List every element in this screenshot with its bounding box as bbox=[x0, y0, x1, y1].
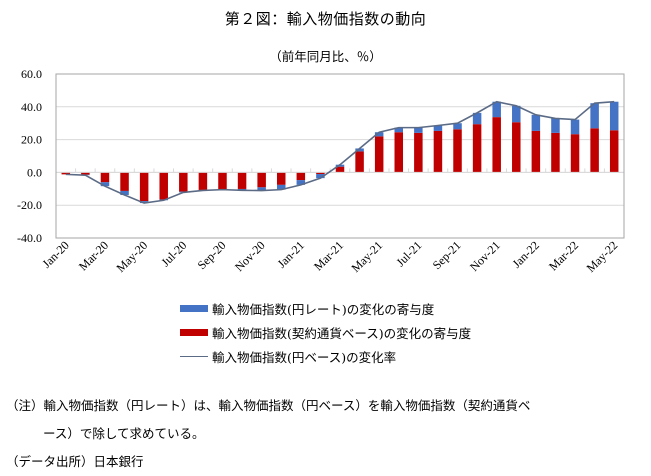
bar-contract-currency bbox=[473, 124, 482, 172]
legend-item-contract-currency: 輸入物価指数(契約通貨ベース)の変化の寄与度 bbox=[180, 320, 471, 344]
bar-contract-currency bbox=[238, 172, 247, 189]
legend-swatch-blue bbox=[180, 305, 208, 312]
y-tick-label: 40.0 bbox=[21, 100, 42, 114]
data-source: （データ出所）日本銀行 bbox=[6, 448, 530, 476]
bar-contract-currency bbox=[375, 136, 384, 172]
bar-contract-currency bbox=[140, 172, 149, 201]
bar-contract-currency bbox=[218, 172, 227, 189]
legend-item-yen-base-rate: 輸入物価指数(円ベース)の変化率 bbox=[180, 344, 471, 368]
bar-contract-currency bbox=[277, 172, 286, 184]
bar-yen-rate bbox=[571, 120, 580, 135]
x-tick-label: Sep-21 bbox=[430, 238, 464, 272]
bar-contract-currency bbox=[120, 172, 129, 191]
x-tick-label: Jul-20 bbox=[158, 238, 189, 269]
bar-yen-rate bbox=[532, 115, 541, 131]
x-tick-label: Jan-21 bbox=[274, 238, 307, 271]
x-tick-label: May-22 bbox=[584, 238, 621, 275]
bar-contract-currency bbox=[453, 129, 462, 172]
bar-contract-currency bbox=[395, 132, 404, 172]
bar-contract-currency bbox=[414, 133, 423, 173]
bar-contract-currency bbox=[101, 172, 110, 182]
x-tick-label: May-20 bbox=[113, 238, 150, 275]
legend-label: 輸入物価指数(契約通貨ベース)の変化の寄与度 bbox=[212, 323, 471, 342]
y-tick-label: -40.0 bbox=[17, 231, 42, 245]
bar-yen-rate bbox=[590, 103, 599, 128]
legend-label: 輸入物価指数(円ベース)の変化率 bbox=[212, 347, 396, 366]
bars bbox=[62, 102, 619, 203]
bar-contract-currency bbox=[571, 134, 580, 172]
legend: 輸入物価指数(円レート)の変化の寄与度 輸入物価指数(契約通貨ベース)の変化の寄… bbox=[180, 296, 471, 368]
bar-contract-currency bbox=[159, 172, 168, 199]
x-tick-label: Sep-20 bbox=[195, 238, 229, 272]
bar-yen-rate bbox=[610, 102, 619, 131]
notes: （注）輸入物価指数（円レート）は、輸入物価指数（円ベース）を輸入物価指数（契約通… bbox=[6, 392, 530, 476]
legend-swatch-line bbox=[180, 356, 208, 357]
bar-contract-currency bbox=[434, 131, 443, 172]
legend-label: 輸入物価指数(円レート)の変化の寄与度 bbox=[212, 299, 434, 318]
x-tick-label: Jan-22 bbox=[509, 238, 542, 271]
y-tick-label: -20.0 bbox=[17, 198, 42, 212]
y-tick-label: 0.0 bbox=[27, 165, 42, 179]
x-tick-label: Mar-21 bbox=[311, 238, 346, 273]
x-tick-label: Nov-20 bbox=[232, 238, 268, 274]
legend-swatch-red bbox=[180, 329, 208, 336]
legend-item-yen-rate: 輸入物価指数(円レート)の変化の寄与度 bbox=[180, 296, 471, 320]
x-tick-label: Jul-21 bbox=[393, 238, 424, 269]
y-tick-label: 20.0 bbox=[21, 133, 42, 147]
note-text: （注）輸入物価指数（円レート）は、輸入物価指数（円ベース）を輸入物価指数（契約通… bbox=[6, 392, 530, 420]
x-tick-label: Jan-20 bbox=[39, 238, 72, 271]
bar-contract-currency bbox=[492, 117, 501, 172]
bar-yen-rate bbox=[512, 106, 521, 122]
x-tick-label: Mar-22 bbox=[546, 238, 581, 273]
bar-contract-currency bbox=[532, 131, 541, 172]
bar-contract-currency bbox=[355, 151, 364, 172]
bar-contract-currency bbox=[590, 128, 599, 172]
bar-contract-currency bbox=[257, 172, 266, 187]
bar-contract-currency bbox=[512, 122, 521, 172]
bar-yen-rate bbox=[551, 118, 560, 132]
bar-contract-currency bbox=[297, 172, 306, 180]
bar-contract-currency bbox=[179, 172, 188, 191]
x-tick-label: Nov-21 bbox=[467, 238, 503, 274]
bar-contract-currency bbox=[199, 172, 208, 190]
bar-contract-currency bbox=[610, 130, 619, 172]
note-text-continued: ース）で除して求めている。 bbox=[6, 420, 530, 448]
y-tick-label: 60.0 bbox=[21, 67, 42, 81]
x-tick-label: May-21 bbox=[349, 238, 386, 275]
bar-contract-currency bbox=[551, 133, 560, 173]
y-axis-labels: 60.0 40.0 20.0 0.0 -20.0 -40.0 bbox=[17, 67, 42, 245]
x-tick-label: Mar-20 bbox=[76, 238, 111, 273]
